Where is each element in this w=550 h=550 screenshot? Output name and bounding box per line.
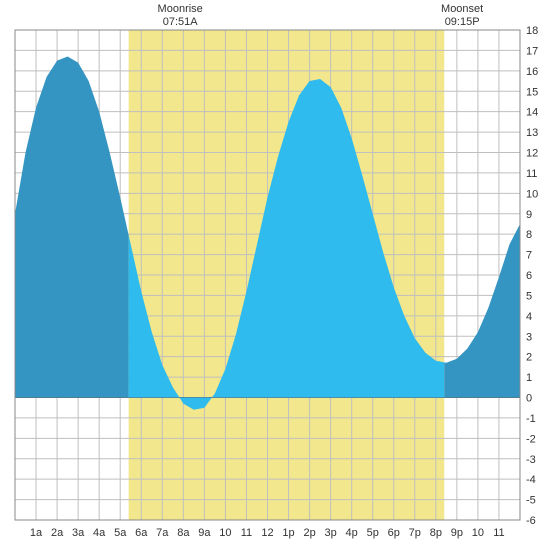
x-tick-label: 5p	[367, 527, 379, 539]
x-tick-label: 11	[241, 527, 252, 539]
x-tick-label: 6a	[135, 527, 148, 539]
moonrise-time: 07:51A	[163, 16, 199, 28]
y-tick-label: -3	[526, 454, 536, 466]
x-tick-label: 9a	[198, 527, 211, 539]
x-tick-label: 1p	[282, 527, 294, 539]
y-tick-label: 5	[526, 290, 532, 302]
y-tick-label: 11	[526, 168, 537, 180]
x-tick-label: 7a	[156, 527, 169, 539]
x-tick-label: 1a	[30, 527, 43, 539]
y-tick-label: 0	[526, 393, 532, 405]
x-tick-label: 9p	[451, 527, 463, 539]
x-tick-label: 8a	[177, 527, 190, 539]
y-tick-label: 12	[526, 148, 538, 160]
x-tick-label: 12	[261, 527, 273, 539]
y-tick-label: -2	[526, 433, 536, 445]
chart-svg: -6-5-4-3-2-10123456789101112131415161718…	[0, 0, 550, 550]
y-tick-label: 7	[526, 250, 532, 262]
x-tick-label: 10	[219, 527, 231, 539]
y-tick-label: 9	[526, 209, 532, 221]
x-tick-label: 4p	[346, 527, 358, 539]
y-tick-label: -4	[526, 474, 536, 486]
tide-chart: -6-5-4-3-2-10123456789101112131415161718…	[0, 0, 550, 550]
y-tick-label: 10	[526, 188, 538, 200]
x-tick-label: 8p	[430, 527, 442, 539]
y-tick-label: 17	[526, 45, 538, 57]
x-tick-label: 5a	[114, 527, 127, 539]
x-tick-label: 2a	[51, 527, 64, 539]
y-tick-label: 2	[526, 352, 532, 364]
y-tick-label: 14	[526, 107, 538, 119]
x-tick-label: 7p	[409, 527, 421, 539]
x-tick-label: 2p	[303, 527, 315, 539]
x-tick-label: 3p	[325, 527, 337, 539]
y-tick-label: 15	[526, 86, 538, 98]
y-tick-label: -5	[526, 495, 536, 507]
y-tick-label: 13	[526, 127, 538, 139]
x-tick-label: 4a	[93, 527, 106, 539]
moonrise-label: Moonrise	[158, 3, 203, 15]
moonset-label: Moonset	[441, 3, 483, 15]
y-tick-label: 3	[526, 331, 532, 343]
y-tick-label: 16	[526, 66, 538, 78]
y-tick-label: 6	[526, 270, 532, 282]
y-tick-label: 4	[526, 311, 532, 323]
y-tick-label: -6	[526, 515, 536, 527]
x-tick-label: 10	[472, 527, 484, 539]
x-tick-label: 3a	[72, 527, 85, 539]
x-tick-label: 6p	[388, 527, 400, 539]
moonset-time: 09:15P	[445, 16, 480, 28]
y-tick-label: 1	[526, 372, 532, 384]
y-tick-label: 8	[526, 229, 532, 241]
x-tick-label: 11	[493, 527, 504, 539]
y-tick-label: -1	[526, 413, 536, 425]
y-tick-label: 18	[526, 25, 538, 37]
